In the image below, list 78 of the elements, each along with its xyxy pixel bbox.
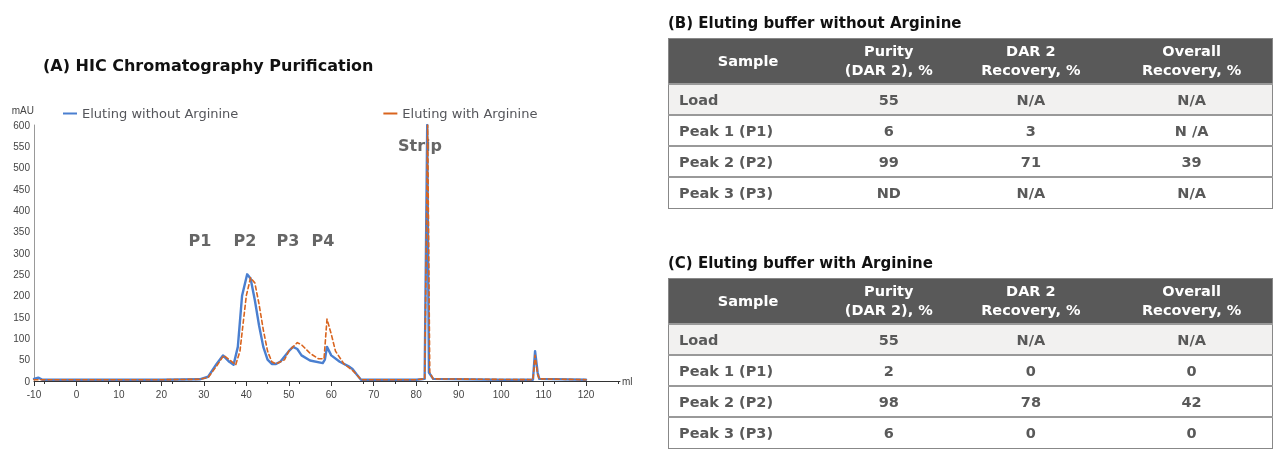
legend-label: Eluting without Arginine	[82, 106, 239, 121]
text: N/A	[1016, 331, 1046, 348]
category-label: DAR 2 Recovery, %	[980, 282, 1082, 320]
y-tick-label: 50	[18, 354, 31, 366]
y-tick-label: 550	[13, 140, 31, 152]
text: Peak 1 (P1)	[679, 362, 774, 379]
text: 0	[1186, 424, 1197, 441]
category-label: DAR 2 Recovery, %	[980, 42, 1082, 80]
text: 3	[1025, 122, 1036, 139]
text: 78	[1020, 393, 1041, 410]
y-tick-label: 200	[13, 290, 31, 302]
text: N/A	[1016, 184, 1046, 201]
x-tick-label: 40	[240, 388, 253, 400]
y-tick-label: 450	[13, 183, 31, 195]
x-tick-label: 50	[283, 388, 295, 400]
x-tick-label: -10	[26, 388, 42, 400]
text: Load	[679, 91, 719, 108]
text: (C) Eluting buffer with Arginine	[668, 254, 934, 272]
category-label: Purity (DAR 2), %	[843, 42, 934, 80]
x-tick-label: 100	[492, 388, 510, 400]
text: 71	[1020, 153, 1041, 170]
category-label: Sample	[716, 51, 780, 71]
annotation: P3	[276, 230, 300, 250]
y-axis-title: mAU	[11, 104, 34, 116]
text: ND	[876, 184, 901, 201]
text: 0	[1025, 424, 1036, 441]
y-tick-label: 300	[13, 247, 31, 259]
text: 55	[878, 331, 899, 348]
x-tick-label: 70	[368, 388, 380, 400]
x-tick-label: 110	[535, 388, 552, 400]
text: 6	[883, 424, 894, 441]
legend-label: Eluting with Arginine	[402, 106, 538, 121]
text: (B) Eluting buffer without Arginine	[668, 14, 963, 32]
annotation: P1	[188, 230, 212, 250]
text: 99	[878, 153, 899, 170]
text: Peak 3 (P3)	[679, 184, 774, 201]
text: 0	[1025, 362, 1036, 379]
text: 42	[1181, 393, 1202, 410]
text: Peak 2 (P2)	[679, 393, 774, 410]
x-axis-title: ml	[622, 375, 633, 387]
text: 39	[1181, 153, 1202, 170]
text: 6	[883, 122, 894, 139]
text: N/A	[1177, 184, 1206, 201]
y-tick-label: 600	[13, 119, 31, 131]
y-tick-label: 0	[24, 375, 31, 387]
annotation: P4	[311, 230, 335, 250]
text: N/A	[1016, 91, 1046, 108]
text: 98	[878, 393, 899, 410]
category-label: Sample	[716, 291, 780, 311]
y-tick-label: 150	[13, 311, 31, 323]
text: 55	[878, 91, 899, 108]
category-label: Overall Recovery, %	[1140, 282, 1243, 320]
category-label: Purity (DAR 2), %	[843, 282, 934, 320]
y-tick-label: 350	[13, 226, 31, 238]
text: 2	[883, 362, 894, 379]
x-tick-label: 90	[453, 388, 465, 400]
category-label: Overall Recovery, %	[1140, 42, 1243, 80]
x-tick-label: 80	[410, 388, 423, 400]
text: Load	[679, 331, 719, 348]
y-tick-label: 250	[13, 268, 31, 280]
text: N/A	[1177, 331, 1206, 348]
chart-title: (A) HIC Chromatography Purification	[43, 55, 374, 75]
text: Peak 1 (P1)	[679, 122, 774, 139]
x-tick-label: 60	[325, 388, 338, 400]
text: N /A	[1174, 122, 1209, 139]
text: 0	[1186, 362, 1197, 379]
x-tick-label: 120	[577, 388, 595, 400]
y-tick-label: 100	[13, 332, 31, 344]
text: N/A	[1177, 91, 1206, 108]
y-tick-label: 400	[13, 204, 31, 216]
text: Peak 3 (P3)	[679, 424, 774, 441]
x-tick-label: 0	[73, 388, 80, 400]
x-tick-label: 10	[113, 388, 125, 400]
y-tick-label: 500	[13, 162, 31, 174]
x-tick-label: 20	[155, 388, 168, 400]
x-tick-label: 30	[198, 388, 210, 400]
annotation: P2	[233, 230, 257, 250]
text: Peak 2 (P2)	[679, 153, 774, 170]
